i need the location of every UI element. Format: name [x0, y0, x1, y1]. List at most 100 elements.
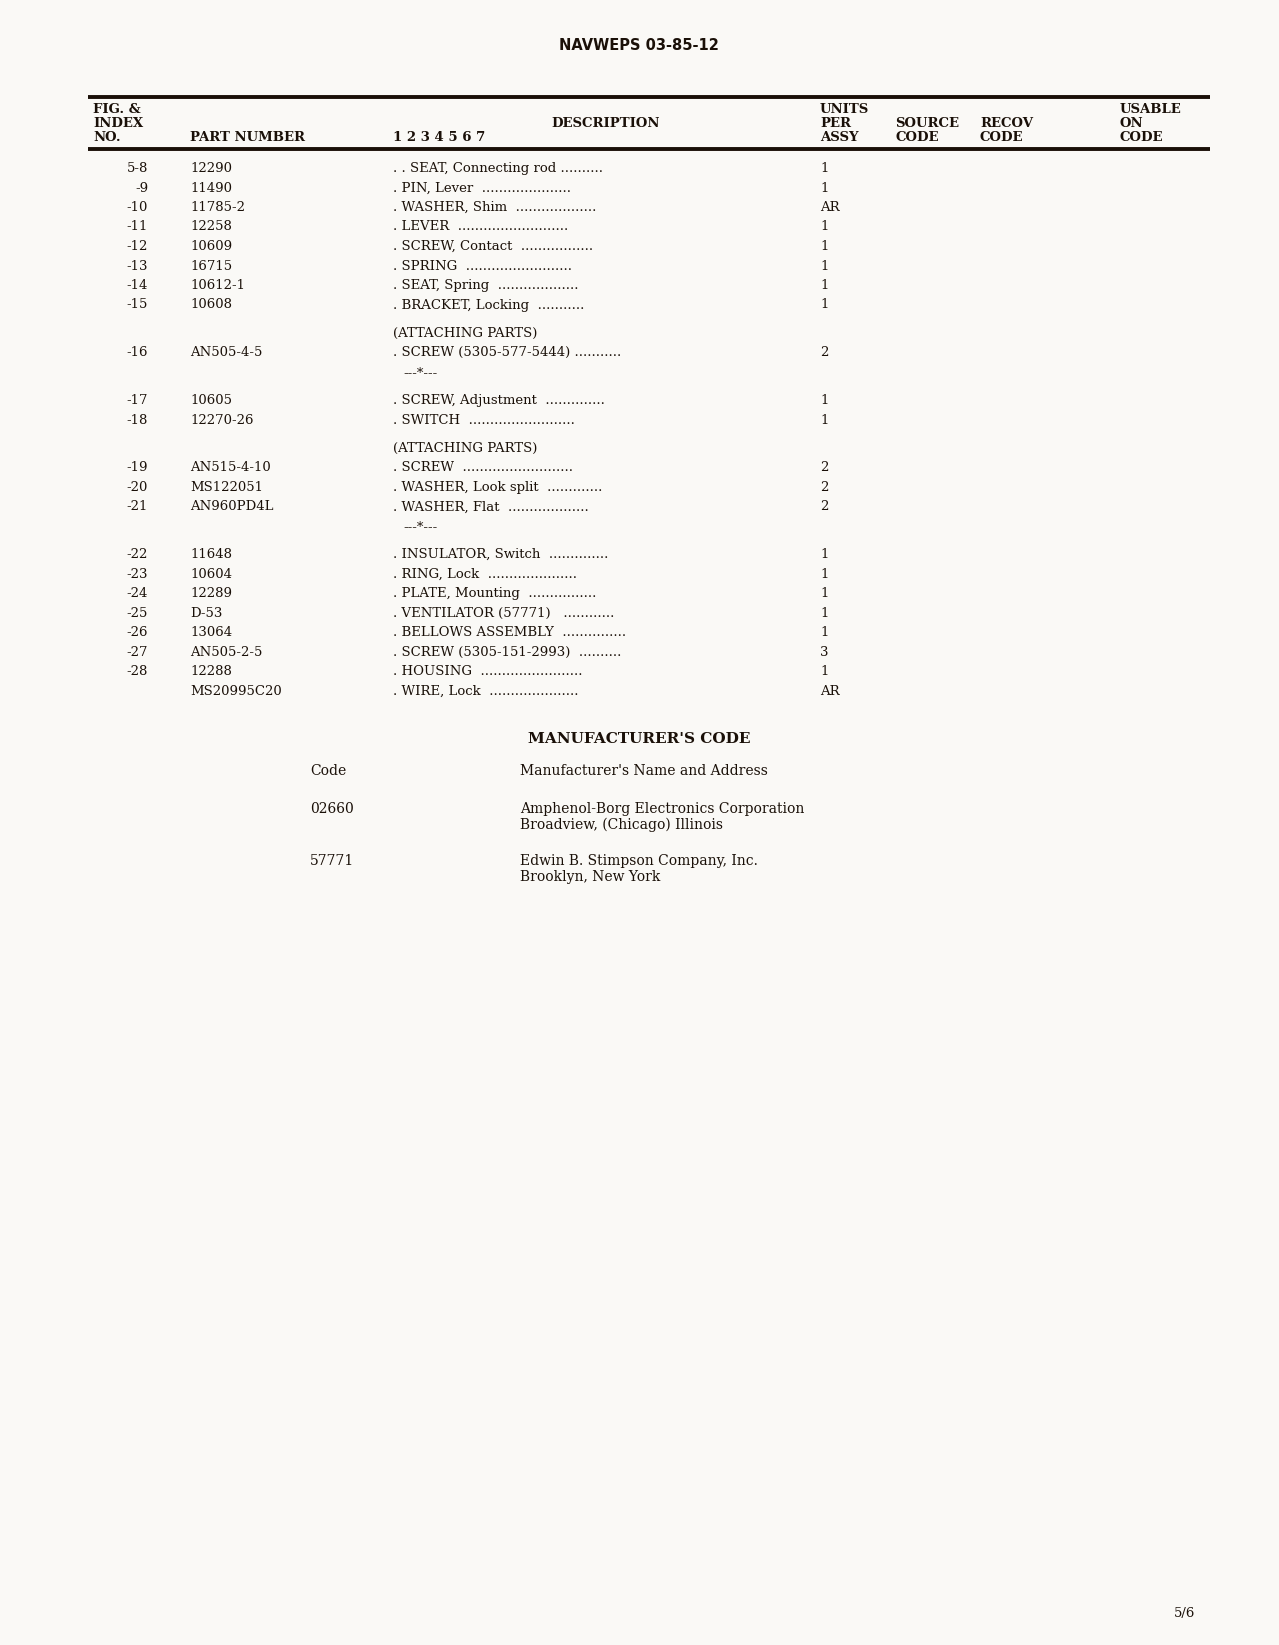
Circle shape [6, 1457, 50, 1502]
Circle shape [6, 138, 50, 183]
Text: AN505-4-5: AN505-4-5 [191, 347, 262, 359]
Text: -28: -28 [127, 665, 148, 678]
Text: -13: -13 [127, 260, 148, 273]
Text: AN505-2-5: AN505-2-5 [191, 645, 262, 658]
Text: AR: AR [820, 684, 839, 697]
Text: PART NUMBER: PART NUMBER [191, 132, 304, 145]
Text: CODE: CODE [1120, 132, 1164, 145]
Text: MS122051: MS122051 [191, 480, 263, 494]
Circle shape [6, 457, 50, 502]
Text: -15: -15 [127, 298, 148, 311]
Text: 12258: 12258 [191, 220, 231, 234]
Text: FIG. &: FIG. & [93, 104, 141, 117]
Text: 1: 1 [820, 548, 829, 561]
Text: D-53: D-53 [191, 607, 223, 620]
Text: 1: 1 [820, 260, 829, 273]
Text: -19: -19 [127, 461, 148, 474]
Text: 1: 1 [820, 587, 829, 600]
Text: MANUFACTURER'S CODE: MANUFACTURER'S CODE [528, 732, 751, 747]
Text: 1: 1 [820, 161, 829, 174]
Text: 12288: 12288 [191, 665, 231, 678]
Text: NAVWEPS 03-85-12: NAVWEPS 03-85-12 [559, 38, 719, 53]
Text: 1: 1 [820, 298, 829, 311]
Text: -27: -27 [127, 645, 148, 658]
Circle shape [6, 798, 50, 842]
Text: CODE: CODE [980, 132, 1023, 145]
Text: -16: -16 [127, 347, 148, 359]
Text: -17: -17 [127, 395, 148, 406]
Text: Broadview, (Chicago) Illinois: Broadview, (Chicago) Illinois [521, 818, 723, 832]
Text: UNITS: UNITS [820, 104, 870, 117]
Text: 10612-1: 10612-1 [191, 280, 246, 293]
Text: . WASHER, Flat  ...................: . WASHER, Flat ................... [393, 500, 588, 513]
Text: NO.: NO. [93, 132, 120, 145]
Text: 5/6: 5/6 [1174, 1607, 1195, 1620]
Text: Brooklyn, New York: Brooklyn, New York [521, 870, 660, 883]
Text: . SCREW, Adjustment  ..............: . SCREW, Adjustment .............. [393, 395, 605, 406]
Text: 1: 1 [820, 665, 829, 678]
Text: 1: 1 [820, 607, 829, 620]
Text: 2: 2 [820, 461, 829, 474]
Text: 57771: 57771 [310, 854, 354, 869]
Text: -20: -20 [127, 480, 148, 494]
Text: PER: PER [820, 117, 851, 130]
Text: . SEAT, Spring  ...................: . SEAT, Spring ................... [393, 280, 578, 293]
Text: 1: 1 [820, 181, 829, 194]
Text: 2: 2 [820, 347, 829, 359]
Text: . BRACKET, Locking  ...........: . BRACKET, Locking ........... [393, 298, 585, 311]
Text: AN515-4-10: AN515-4-10 [191, 461, 271, 474]
Circle shape [6, 1138, 50, 1183]
Text: -11: -11 [127, 220, 148, 234]
Text: ON: ON [1120, 117, 1143, 130]
Text: ---*---: ---*--- [403, 365, 437, 378]
Text: 10604: 10604 [191, 568, 231, 581]
Text: 2: 2 [820, 480, 829, 494]
Text: INDEX: INDEX [93, 117, 143, 130]
Text: 1 2 3 4 5 6 7: 1 2 3 4 5 6 7 [393, 132, 485, 145]
Text: 11490: 11490 [191, 181, 231, 194]
Text: -9: -9 [134, 181, 148, 194]
Text: -10: -10 [127, 201, 148, 214]
Text: 1: 1 [820, 413, 829, 426]
Text: . SWITCH  .........................: . SWITCH ......................... [393, 413, 574, 426]
Text: ---*---: ---*--- [403, 520, 437, 533]
Text: -26: -26 [127, 627, 148, 640]
Text: Amphenol-Borg Electronics Corporation: Amphenol-Borg Electronics Corporation [521, 803, 804, 816]
Text: 3: 3 [820, 645, 829, 658]
Text: -14: -14 [127, 280, 148, 293]
Text: 11648: 11648 [191, 548, 231, 561]
Text: . SCREW (5305-577-5444) ...........: . SCREW (5305-577-5444) ........... [393, 347, 622, 359]
Text: . LEVER  ..........................: . LEVER .......................... [393, 220, 568, 234]
Text: . HOUSING  ........................: . HOUSING ........................ [393, 665, 582, 678]
Text: . VENTILATOR (57771)   ............: . VENTILATOR (57771) ............ [393, 607, 614, 620]
Text: Edwin B. Stimpson Company, Inc.: Edwin B. Stimpson Company, Inc. [521, 854, 758, 869]
Text: 13064: 13064 [191, 627, 231, 640]
Text: . INSULATOR, Switch  ..............: . INSULATOR, Switch .............. [393, 548, 609, 561]
Text: -12: -12 [127, 240, 148, 253]
Text: . PIN, Lever  .....................: . PIN, Lever ..................... [393, 181, 570, 194]
Text: . WASHER, Shim  ...................: . WASHER, Shim ................... [393, 201, 596, 214]
Text: 12270-26: 12270-26 [191, 413, 253, 426]
Text: 10608: 10608 [191, 298, 231, 311]
Text: -22: -22 [127, 548, 148, 561]
Text: AR: AR [820, 201, 839, 214]
Text: AN960PD4L: AN960PD4L [191, 500, 274, 513]
Text: 1: 1 [820, 240, 829, 253]
Text: 1: 1 [820, 627, 829, 640]
Text: MS20995C20: MS20995C20 [191, 684, 281, 697]
Text: -21: -21 [127, 500, 148, 513]
Text: . RING, Lock  .....................: . RING, Lock ..................... [393, 568, 577, 581]
Text: 1: 1 [820, 220, 829, 234]
Text: 12289: 12289 [191, 587, 231, 600]
Text: SOURCE: SOURCE [895, 117, 959, 130]
Text: 02660: 02660 [310, 803, 354, 816]
Text: 10609: 10609 [191, 240, 231, 253]
Text: (ATTACHING PARTS): (ATTACHING PARTS) [393, 443, 537, 454]
Text: . BELLOWS ASSEMBLY  ...............: . BELLOWS ASSEMBLY ............... [393, 627, 627, 640]
Text: CODE: CODE [895, 132, 939, 145]
Text: 16715: 16715 [191, 260, 231, 273]
Text: RECOV: RECOV [980, 117, 1033, 130]
Text: -18: -18 [127, 413, 148, 426]
Text: 1: 1 [820, 280, 829, 293]
Text: 12290: 12290 [191, 161, 231, 174]
